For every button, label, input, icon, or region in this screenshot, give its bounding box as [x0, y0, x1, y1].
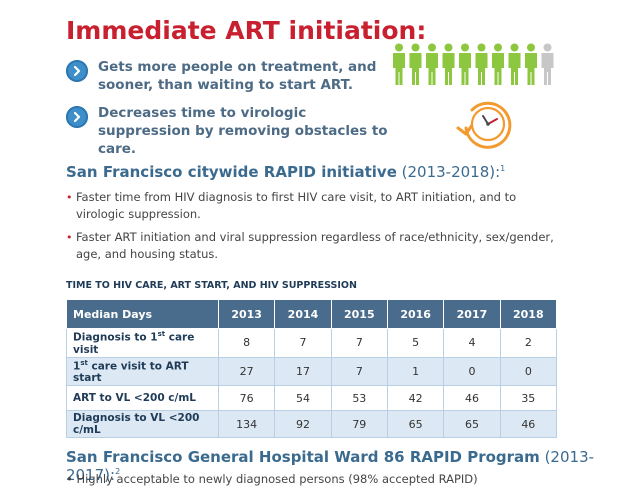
- heading-bold: San Francisco citywide RAPID initiative: [66, 163, 397, 181]
- heading-bold: San Francisco General Hospital Ward 86 R…: [66, 448, 540, 466]
- table-row: Diagnosis to 1st care visit 8 7 7 5 4 2: [66, 328, 558, 358]
- benefit-text: Decreases time to virologic suppression …: [98, 105, 388, 157]
- table-cell: 1: [386, 356, 445, 386]
- table-row: 1st care visit to ART start 27 17 7 1 0 …: [66, 356, 558, 386]
- header-cell: 2016: [386, 299, 445, 329]
- table-row: ART to VL <200 c/mL 76 54 53 42 46 35: [66, 385, 558, 411]
- chevron-right-icon: [66, 60, 88, 82]
- person-figure: [426, 43, 438, 85]
- table-cell: 65: [386, 410, 445, 438]
- row-label: ART to VL <200 c/mL: [66, 385, 219, 411]
- row-label-text: ART to VL <200 c/mL: [73, 392, 196, 404]
- median-days-table: Median Days 2013 2014 2015 2016 2017 201…: [66, 299, 558, 438]
- table-cell: 53: [330, 385, 388, 411]
- row-label-sup: st: [80, 358, 88, 367]
- person-figure: [525, 43, 537, 85]
- reference-mark: 2: [115, 467, 121, 476]
- person-figure: [393, 43, 405, 85]
- list-item: Faster time from HIV diagnosis to first …: [66, 189, 566, 223]
- person-figure: [442, 43, 455, 85]
- header-cell: 2017: [443, 299, 501, 329]
- list-item: Faster ART initiation and viral suppress…: [66, 229, 566, 263]
- table-cell: 79: [330, 410, 388, 438]
- table-cell: 5: [386, 328, 445, 358]
- table-row: Diagnosis to VL <200 c/mL 134 92 79 65 6…: [66, 410, 558, 438]
- benefit-text: Gets more people on treatment, and soone…: [98, 59, 377, 93]
- table-header-row: Median Days 2013 2014 2015 2016 2017 201…: [66, 299, 558, 329]
- table-cell: 0: [499, 356, 558, 386]
- row-label-sup: st: [157, 330, 166, 338]
- table-cell: 42: [386, 385, 445, 411]
- table-cell: 76: [217, 385, 276, 411]
- row-label: 1st care visit to ART start: [66, 356, 219, 386]
- table-cell: 46: [443, 385, 501, 411]
- sf-bullet-list: Faster time from HIV diagnosis to first …: [66, 189, 566, 269]
- people-icon: [393, 43, 554, 85]
- page-title: Immediate ART initiation:: [66, 16, 427, 45]
- benefit-item: Decreases time to virologic suppression …: [66, 104, 396, 157]
- row-label: Diagnosis to 1st care visit: [66, 328, 219, 358]
- row-label-text: 1: [73, 360, 81, 372]
- table-cell: 4: [443, 328, 501, 358]
- person-figure: [459, 43, 471, 85]
- heading-years: (2013-2018):: [396, 163, 501, 181]
- row-label-text: care visit: [73, 331, 195, 356]
- table-cell: 65: [443, 410, 501, 438]
- sf-section-heading: San Francisco citywide RAPID initiative …: [66, 163, 505, 181]
- header-cell: 2014: [274, 299, 332, 329]
- person-figure: [409, 43, 422, 85]
- table-cell: 92: [274, 410, 332, 438]
- reference-mark: 1: [500, 164, 506, 173]
- person-figure: [475, 43, 488, 85]
- table-cell: 35: [499, 385, 558, 411]
- header-cell: Median Days: [66, 299, 219, 329]
- person-figure: [508, 43, 521, 85]
- row-label-text: care visit to ART start: [73, 360, 189, 384]
- table-caption: TIME TO HIV CARE, ART START, AND HIV SUP…: [66, 280, 357, 291]
- ward86-bullet-partial: • Highly acceptable to newly diagnosed p…: [66, 472, 478, 486]
- header-cell: 2018: [499, 299, 558, 329]
- table-cell: 2: [499, 328, 558, 358]
- table-cell: 8: [217, 328, 276, 358]
- table-cell: 17: [274, 356, 332, 386]
- chevron-right-icon: [66, 106, 88, 128]
- row-label-text: Diagnosis to VL <200 c/mL: [73, 412, 200, 436]
- table-cell: 46: [499, 410, 558, 438]
- clock-icon: [456, 101, 512, 149]
- table-cell: 7: [274, 328, 332, 358]
- table-cell: 27: [217, 356, 276, 386]
- person-figure: [492, 43, 504, 85]
- header-cell: 2015: [330, 299, 388, 329]
- table-cell: 0: [443, 356, 501, 386]
- row-label-text: Diagnosis to 1: [73, 331, 158, 344]
- benefit-item: Gets more people on treatment, and soone…: [66, 58, 396, 98]
- table-cell: 54: [274, 385, 332, 411]
- table-cell: 7: [330, 328, 388, 358]
- row-label: Diagnosis to VL <200 c/mL: [66, 410, 219, 438]
- header-cell: 2013: [217, 299, 276, 329]
- table-cell: 134: [217, 410, 276, 438]
- person-figure: [541, 43, 554, 85]
- table-cell: 7: [330, 356, 388, 386]
